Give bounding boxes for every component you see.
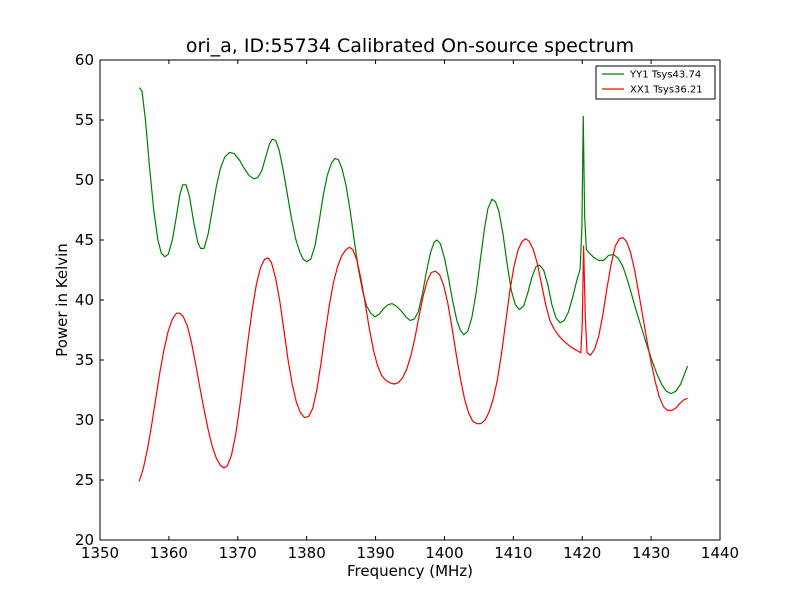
x-tick-label: 1390 [356,544,394,562]
legend-label-xx1: XX1 Tsys36.21 [630,85,703,96]
x-tick-label: 1400 [425,544,463,562]
y-tick-label: 20 [75,531,94,549]
x-tick-label: 1430 [632,544,670,562]
y-axis-label: Power in Kelvin [53,243,71,357]
y-tick-label: 45 [75,231,94,249]
series-layer [138,87,689,482]
series-line-xx1 [138,237,688,482]
y-tick-label: 55 [75,111,94,129]
plot-area: 1350 1360 1370 1380 1390 1400 1410 1420 1430 1440… [75,51,739,562]
x-tick-label: 1380 [288,544,326,562]
legend-box [595,65,716,100]
y-tick-label: 30 [75,411,94,429]
x-tick-label: 1350 [81,544,119,562]
y-tick-label: 35 [75,351,94,369]
x-tick-label: 1410 [494,544,532,562]
y-tick-label: 50 [75,171,94,189]
y-axis-ticks: 20 25 30 35 40 45 50 55 60 [75,51,720,549]
x-tick-label: 1360 [150,544,188,562]
y-tick-label: 25 [75,471,94,489]
legend: YY1 Tsys43.74 XX1 Tsys36.21 [595,65,716,100]
x-axis-ticks: 1350 1360 1370 1380 1390 1400 1410 1420 1430 1440 [81,60,739,562]
legend-label-yy1: YY1 Tsys43.74 [629,70,701,81]
series-line-yy1 [138,87,689,395]
x-tick-label: 1370 [219,544,257,562]
x-axis-label: Frequency (MHz) [347,562,473,580]
x-tick-label: 1440 [701,544,739,562]
y-tick-label: 60 [75,51,94,69]
plot-background [100,60,720,540]
chart-title: ori_a, ID:55734 Calibrated On-source spe… [186,35,634,57]
x-tick-label: 1420 [563,544,601,562]
y-tick-label: 40 [75,291,94,309]
